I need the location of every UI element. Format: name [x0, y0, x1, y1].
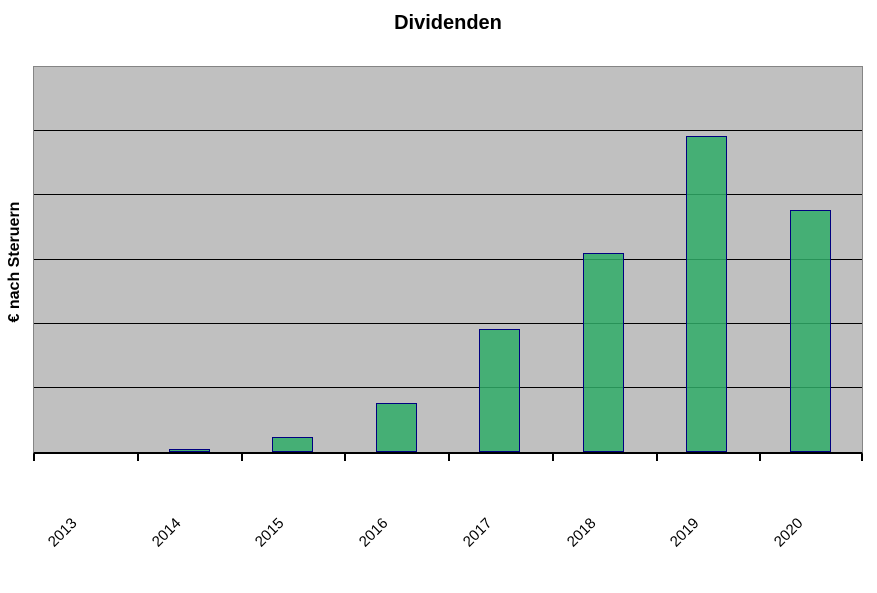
gridline [34, 322, 862, 324]
x-tick-label-2018: 2018 [563, 514, 600, 551]
x-axis-tick [136, 454, 139, 461]
bar-2020 [789, 210, 831, 452]
bar-2015 [272, 437, 314, 452]
x-tick-label-2014: 2014 [148, 514, 185, 551]
x-axis-tick [344, 454, 347, 461]
bar-2019 [686, 136, 728, 452]
x-tick-label-2016: 2016 [355, 514, 392, 551]
x-axis-tick [551, 454, 554, 461]
y-axis-label: € nach Steruern [6, 201, 23, 323]
x-axis-labels: 2013 2014 2015 2016 2017 2018 2019 2020 [33, 454, 863, 574]
x-tick-label-2013: 2013 [44, 514, 81, 551]
x-axis-tick [655, 454, 658, 461]
x-tick-label-2015: 2015 [252, 514, 288, 551]
x-axis-ticks [33, 454, 863, 464]
bar-2016 [375, 403, 417, 452]
x-tick-label-2019: 2019 [667, 514, 703, 551]
gridline [34, 130, 862, 132]
x-axis-tick [240, 454, 243, 461]
gridline [34, 258, 862, 260]
x-axis-tick [448, 454, 450, 461]
x-tick-label-2017: 2017 [459, 514, 496, 551]
bar-2014 [168, 449, 210, 452]
x-tick-label-2020: 2020 [770, 514, 807, 551]
chart-title: Dividenden [394, 12, 502, 34]
bar-2017 [479, 329, 521, 452]
plot-area [33, 66, 863, 454]
gridline [34, 194, 862, 196]
x-axis-tick [759, 454, 762, 461]
x-axis-tick [33, 454, 35, 461]
bar-2018 [582, 253, 624, 452]
gridline [34, 386, 862, 388]
x-axis-tick [861, 454, 863, 461]
